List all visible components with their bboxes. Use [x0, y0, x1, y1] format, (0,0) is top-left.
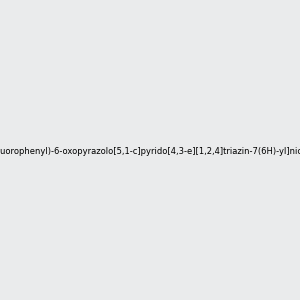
Text: N-[3-(4-fluorophenyl)-6-oxopyrazolo[5,1-c]pyrido[4,3-e][1,2,4]triazin-7(6H)-yl]n: N-[3-(4-fluorophenyl)-6-oxopyrazolo[5,1-… [0, 147, 300, 156]
